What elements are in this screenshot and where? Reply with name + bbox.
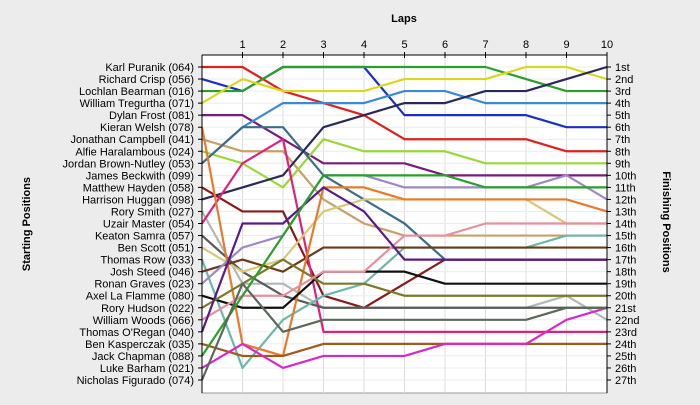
finish-label-23rd: 23rd [615, 327, 637, 339]
finish-label-11th: 11th [615, 182, 636, 194]
finish-label-1st: 1st [615, 62, 630, 74]
start-label-6: Kieran Welsh (078) [100, 122, 194, 134]
start-label-10: James Beckwith (099) [86, 170, 194, 182]
series-line-10 [201, 65, 608, 201]
left-axis-label: Starting Positions [21, 177, 33, 271]
series-line-19 [201, 174, 608, 285]
start-label-26: Luke Barham (021) [100, 363, 194, 375]
start-label-9: Jordan Brown-Nutley (053) [63, 158, 194, 170]
series-layer [200, 65, 608, 381]
series-line-6 [201, 89, 607, 165]
finish-label-8th: 8th [615, 146, 630, 158]
start-label-4: William Tregurtha (071) [80, 98, 194, 110]
series-line-13 [201, 138, 607, 333]
lap-tick-label-8: 8 [523, 39, 529, 51]
start-label-20: Axel La Flamme (080) [86, 291, 194, 303]
series-line-1 [202, 65, 607, 153]
finish-label-21st: 21st [615, 303, 636, 315]
lap-tick-label-6: 6 [442, 39, 448, 51]
finish-label-14th: 14th [615, 219, 636, 231]
finish-label-9th: 9th [615, 158, 630, 170]
finish-label-2nd: 2nd [615, 74, 633, 86]
lap-tick-label-10: 10 [601, 39, 613, 51]
start-label-21: Rory Hudson (022) [101, 303, 194, 315]
finish-label-3rd: 3rd [615, 86, 631, 98]
series-line-14 [201, 234, 607, 309]
series-line-26 [201, 306, 608, 370]
start-label-27: Nicholas Figurado (074) [77, 375, 194, 387]
start-label-24: Ben Kasperczak (035) [85, 339, 194, 351]
start-label-16: Ben Scott (051) [118, 243, 194, 255]
start-label-14: Uzair Master (054) [103, 219, 194, 231]
finish-label-19th: 19th [615, 279, 636, 291]
finish-label-5th: 5th [615, 110, 630, 122]
start-label-15: Keaton Samra (057) [95, 231, 194, 243]
start-label-18: Josh Steed (046) [110, 267, 194, 279]
start-label-19: Ronan Graves (023) [94, 279, 194, 291]
right-axis-label: Finishing Positions [660, 171, 672, 272]
series-line-18 [200, 126, 608, 358]
start-label-23: Thomas O'Regan (040) [79, 327, 194, 339]
finish-label-18th: 18th [615, 267, 636, 279]
series-line-25 [201, 174, 607, 357]
lap-tick-label-4: 4 [361, 39, 367, 51]
series-line-24 [201, 342, 607, 358]
lap-tick-label-7: 7 [482, 39, 488, 51]
finish-label-17th: 17th [615, 255, 636, 267]
start-label-5: Dylan Frost (081) [109, 110, 194, 122]
axis-layer: 1 2 3 4 5 6 7 8 9 10 Karl Puranik (064)Richard Cri… [63, 39, 639, 393]
finish-label-15th: 15th [615, 231, 636, 243]
series-line-20 [201, 270, 607, 309]
start-label-13: Rory Smith (027) [111, 206, 194, 218]
start-label-25: Jack Chapman (088) [92, 351, 194, 363]
lap-tick-label-5: 5 [401, 39, 407, 51]
series-line-27 [200, 282, 607, 381]
series-line-21 [201, 258, 607, 309]
series-line-22 [201, 222, 607, 321]
start-label-12: Harrison Huggan (098) [82, 194, 194, 206]
finish-label-24th: 24th [615, 339, 636, 351]
finish-label-4th: 4th [615, 98, 630, 110]
finish-label-12th: 12th [615, 194, 636, 206]
lap-tick-label-2: 2 [280, 39, 286, 51]
finish-label-7th: 7th [615, 134, 630, 146]
start-label-3: Lochlan Bearman (016) [79, 86, 194, 98]
start-label-1: Karl Puranik (064) [105, 62, 194, 74]
series-line-5 [202, 114, 607, 177]
finish-label-25th: 25th [615, 351, 636, 363]
finish-label-13th: 13th [615, 206, 636, 218]
finish-label-22nd: 22nd [615, 315, 639, 327]
start-label-7: Jonathan Campbell (041) [70, 134, 194, 146]
finish-label-26th: 26th [615, 363, 636, 375]
chart-title: Laps [391, 13, 417, 25]
finish-label-6th: 6th [615, 122, 630, 134]
series-line-4 [201, 65, 608, 105]
finish-label-20th: 20th [615, 291, 636, 303]
start-label-17: Thomas Row (033) [100, 255, 194, 267]
series-line-23 [200, 186, 607, 333]
series-line-3 [202, 65, 607, 93]
finish-label-10th: 10th [615, 170, 636, 182]
start-label-22: William Woods (066) [93, 315, 194, 327]
lap-tick-label-9: 9 [563, 39, 569, 51]
lap-tick-label-3: 3 [320, 39, 326, 51]
start-label-11: Matthew Hayden (058) [83, 182, 194, 194]
finish-label-16th: 16th [615, 243, 636, 255]
start-label-2: Richard Crisp (056) [99, 74, 194, 86]
start-label-8: Alfie Haralambous (024) [75, 146, 194, 158]
finish-label-27th: 27th [615, 375, 636, 387]
lap-tick-label-1: 1 [239, 39, 245, 51]
